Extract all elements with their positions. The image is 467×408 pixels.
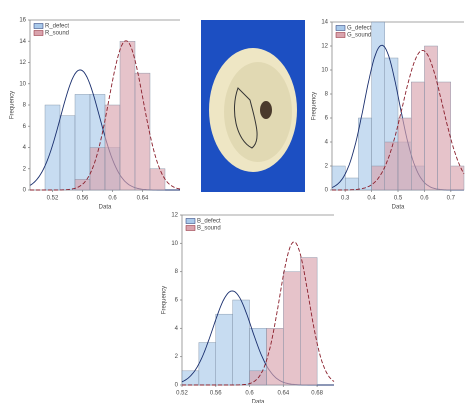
x-tick-label: 0.64	[277, 391, 289, 397]
histogram-bar	[149, 168, 166, 191]
x-tick-label: 0.68	[311, 391, 323, 397]
x-tick-label: 0.5	[394, 196, 403, 202]
histogram-bar	[74, 94, 91, 191]
x-tick-label: 0.3	[341, 196, 350, 202]
x-tick-label: 0.6	[108, 196, 117, 202]
x-axis-label: Data	[99, 205, 112, 211]
fit-curve	[332, 49, 465, 191]
y-tick-label: 0	[23, 188, 27, 194]
fit-curve	[182, 241, 335, 386]
x-tick-label: 0.6	[420, 196, 429, 202]
y-tick-label: 12	[321, 44, 328, 50]
y-tick-label: 4	[325, 140, 329, 146]
histogram-bar	[371, 21, 386, 191]
x-axis-label: Data	[392, 205, 405, 211]
y-tick-label: 0	[325, 188, 329, 194]
histogram-bar	[424, 45, 438, 191]
y-tick-label: 4	[23, 145, 27, 151]
histogram-bar	[134, 72, 151, 191]
histogram-bar	[397, 117, 412, 191]
legend-swatch	[335, 25, 346, 31]
histogram-bar	[232, 299, 250, 386]
y-tick-label: 14	[321, 20, 328, 26]
x-tick-label: 0.64	[137, 196, 149, 202]
histogram-bar	[74, 179, 91, 191]
defect-outline	[234, 87, 258, 149]
legend-swatch	[33, 30, 44, 36]
x-tick-label: 0.6	[245, 391, 254, 397]
histogram-bar	[215, 313, 233, 386]
y-tick-label: 2	[175, 354, 179, 360]
y-tick-label: 2	[23, 166, 27, 172]
x-tick-label: 0.56	[77, 196, 89, 202]
y-tick-label: 10	[171, 241, 178, 247]
legend-swatch	[185, 218, 196, 224]
x-tick-label: 0.7	[447, 196, 456, 202]
legend-swatch	[185, 225, 196, 231]
histogram-bar	[437, 81, 452, 191]
y-axis-label: Frequency	[162, 286, 168, 314]
y-tick-label: 8	[23, 103, 27, 109]
histogram-bar	[450, 165, 465, 191]
legend-label: B_defect	[197, 219, 221, 225]
legend-swatch	[335, 32, 346, 38]
histogram-bar	[345, 177, 359, 191]
histogram-bar	[266, 328, 284, 386]
y-tick-label: 6	[325, 116, 329, 122]
y-tick-label: 12	[19, 60, 26, 66]
histogram-bar	[411, 81, 425, 191]
legend-label: G_defect	[347, 26, 372, 32]
histogram-bar	[358, 117, 372, 191]
legend-label: G_sound	[347, 33, 371, 39]
y-axis-label: Frequency	[10, 91, 16, 119]
y-tick-label: 8	[175, 269, 179, 275]
y-tick-label: 6	[23, 124, 27, 130]
histogram-bar	[300, 257, 318, 386]
x-tick-label: 0.52	[176, 391, 188, 397]
histogram-bar	[59, 115, 76, 191]
legend-swatch	[33, 23, 44, 29]
defect-spot	[260, 101, 272, 119]
y-tick-label: 2	[325, 164, 329, 170]
x-tick-label: 0.4	[367, 196, 376, 202]
y-tick-label: 16	[19, 18, 26, 24]
x-axis-label: Data	[252, 400, 265, 403]
y-tick-label: 12	[171, 213, 178, 219]
y-tick-label: 10	[19, 81, 26, 87]
legend-label: R_sound	[45, 31, 69, 37]
y-tick-label: 10	[321, 68, 328, 74]
y-tick-label: 8	[325, 92, 329, 98]
histogram-bar	[104, 104, 121, 191]
histogram-bar	[44, 104, 61, 191]
y-tick-label: 6	[175, 298, 179, 304]
histogram-bar	[198, 342, 216, 386]
fit-curve	[30, 40, 181, 191]
photo	[201, 20, 305, 192]
legend-label: R_defect	[45, 24, 69, 30]
x-tick-label: 0.52	[47, 196, 59, 202]
histogram-bar	[119, 41, 136, 191]
legend-label: B_sound	[197, 226, 221, 232]
histogram-bar	[181, 370, 200, 386]
histogram-bar	[283, 271, 301, 386]
y-tick-label: 14	[19, 39, 26, 45]
x-tick-label: 0.56	[210, 391, 222, 397]
y-axis-label: Frequency	[312, 92, 318, 120]
y-tick-label: 0	[175, 383, 179, 389]
y-tick-label: 4	[175, 326, 179, 332]
